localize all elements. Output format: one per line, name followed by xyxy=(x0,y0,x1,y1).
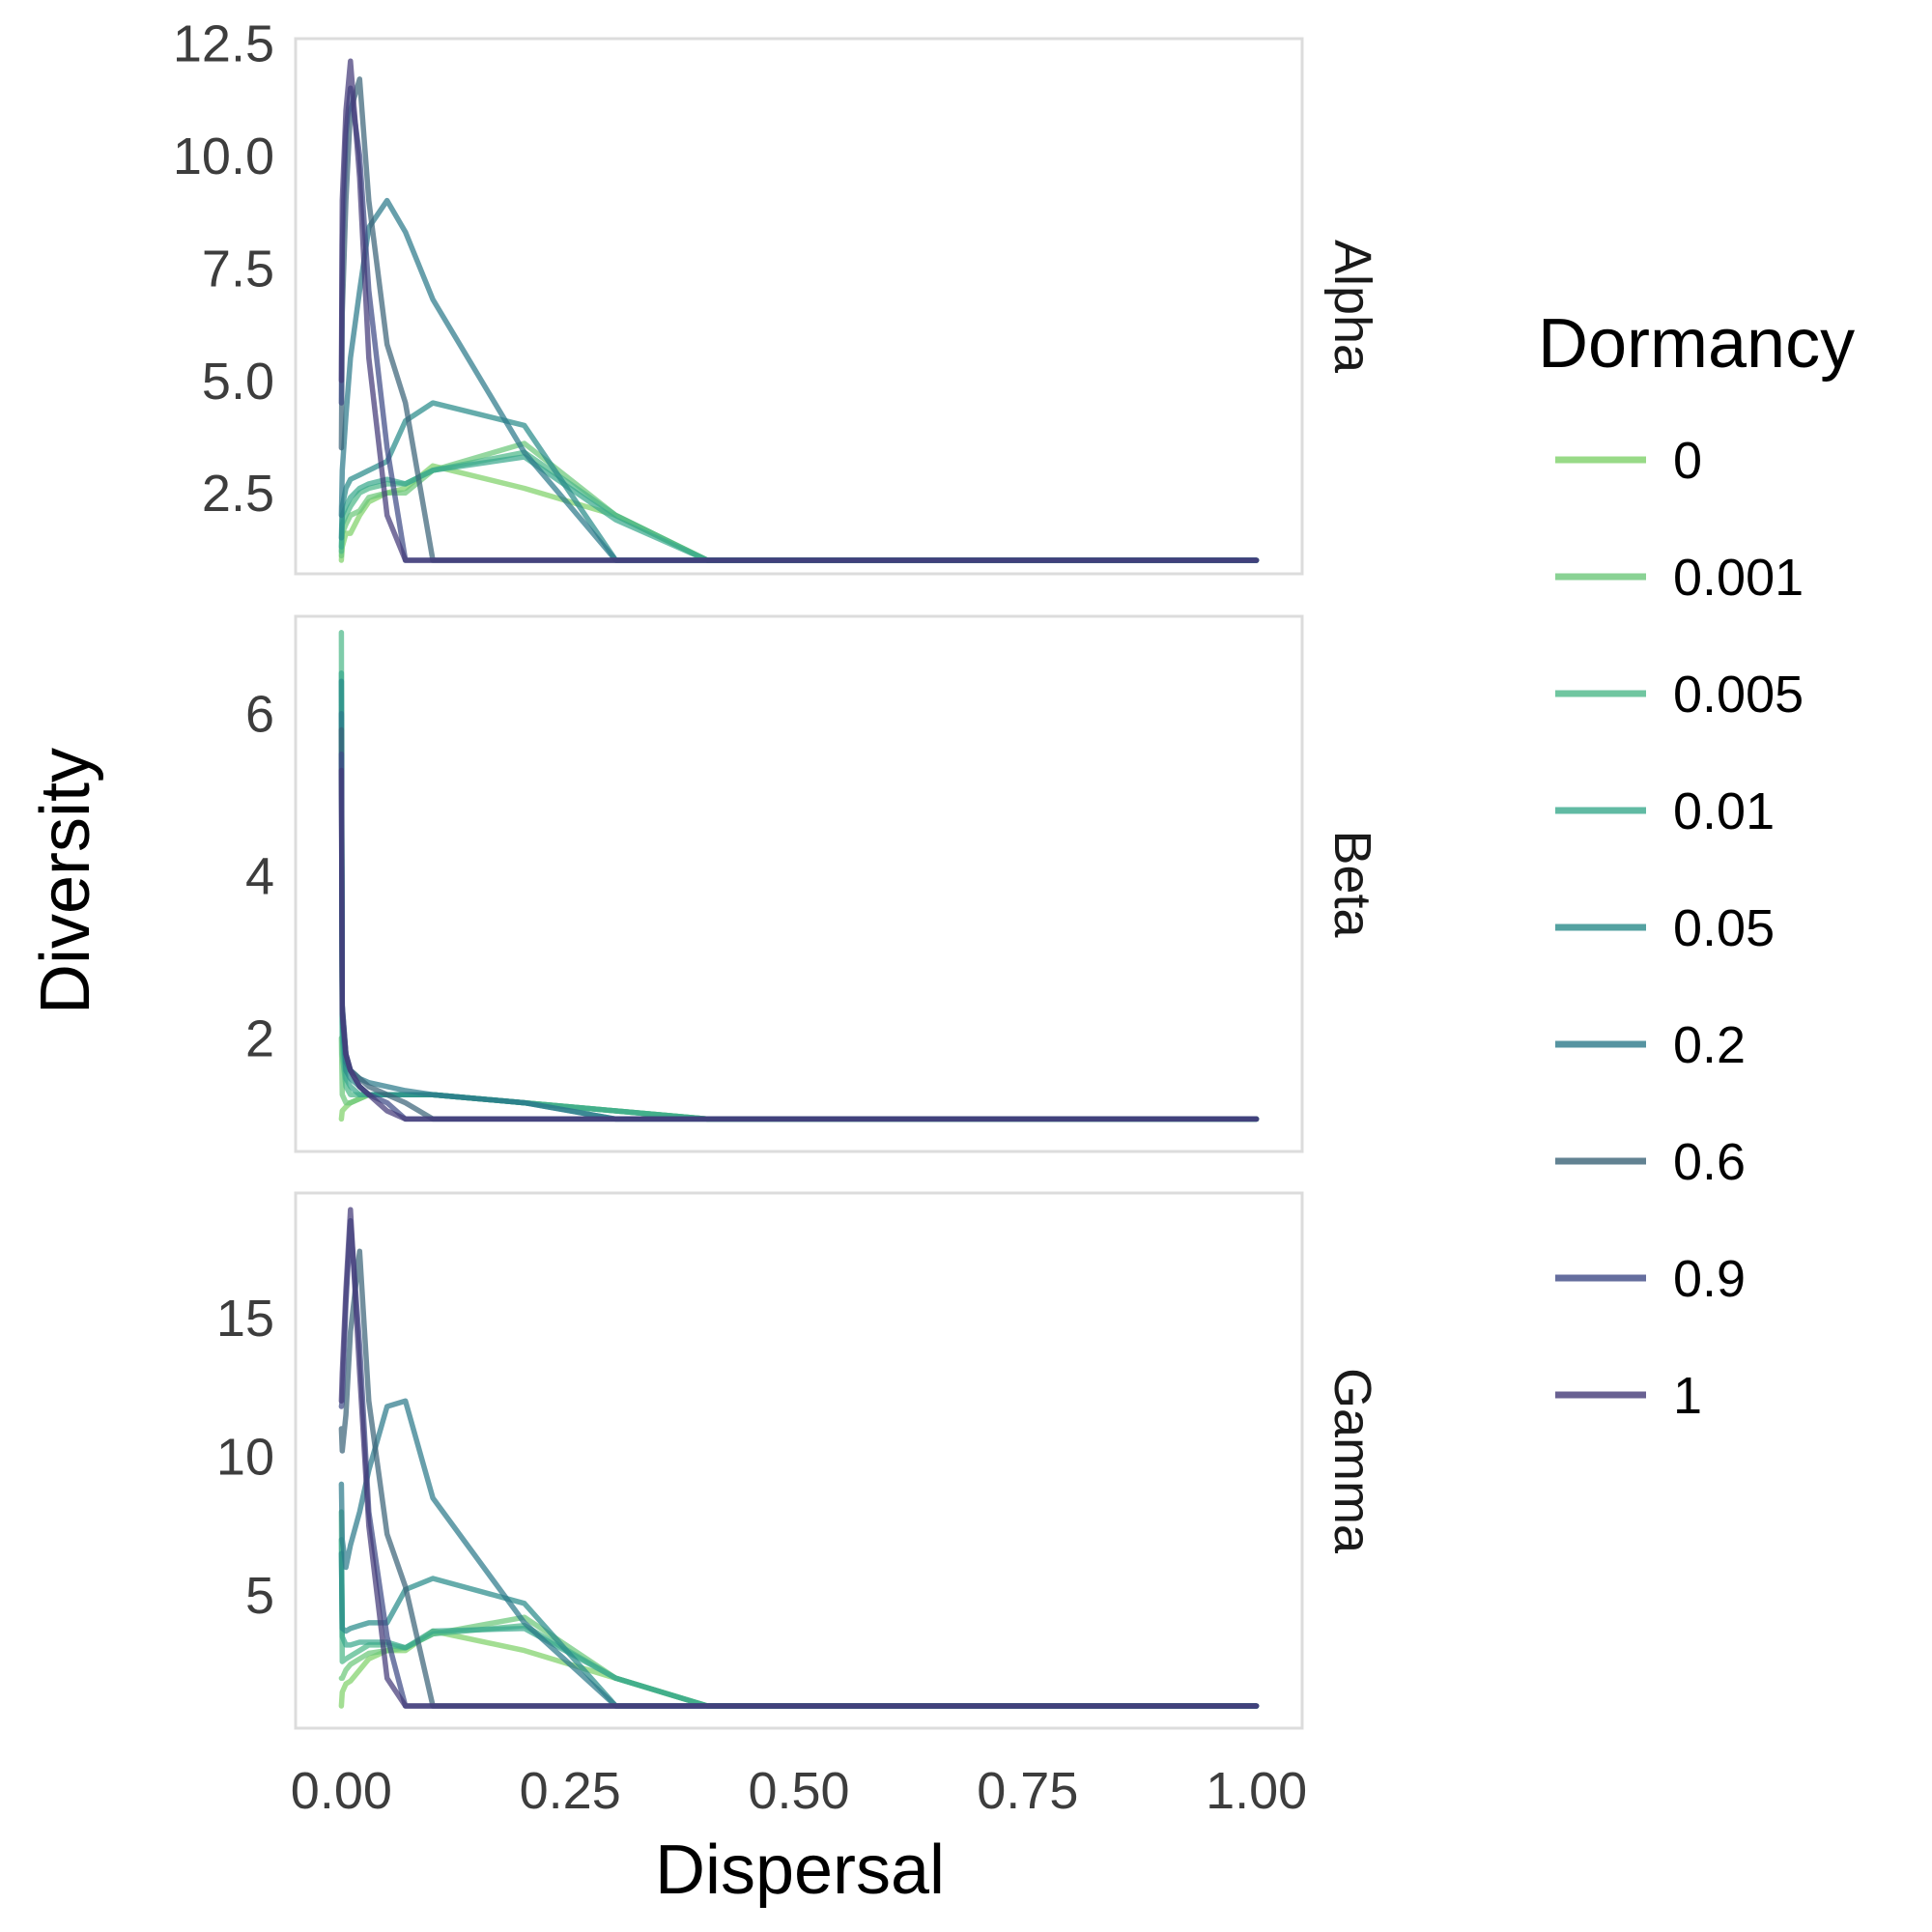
panel-border xyxy=(294,614,1304,1153)
series-line-0.6 xyxy=(338,76,1260,563)
legend-label: 0.2 xyxy=(1673,1016,1746,1074)
y-tick-label: 5 xyxy=(245,1567,274,1625)
legend-item: 0.01 xyxy=(1555,782,1775,840)
y-tick-label: 10.0 xyxy=(173,128,274,185)
x-tick-label: 0.00 xyxy=(291,1762,392,1820)
y-tick-label: 5.0 xyxy=(202,353,274,411)
series-line-0.2 xyxy=(338,710,1260,1122)
y-tick-label: 12.5 xyxy=(173,15,274,73)
legend-label: 0.001 xyxy=(1673,549,1804,607)
series-line-0.005 xyxy=(338,449,1260,563)
y-tick-label: 15 xyxy=(216,1290,274,1348)
series-line-0.01 xyxy=(338,454,1260,563)
y-tick-label: 10 xyxy=(216,1429,274,1487)
legend-item: 0.001 xyxy=(1555,549,1804,607)
legend-label: 0.9 xyxy=(1673,1250,1746,1308)
x-tick-label: 0.25 xyxy=(520,1762,621,1820)
x-tick-label: 1.00 xyxy=(1206,1762,1307,1820)
legend-item: 0.9 xyxy=(1555,1250,1746,1308)
series-line-0.05 xyxy=(338,400,1260,563)
series-line-0.05 xyxy=(338,678,1260,1122)
series-line-0 xyxy=(338,463,1260,563)
y-tick-label: 2 xyxy=(245,1009,274,1067)
facet-strip-label: Alpha xyxy=(1323,240,1381,374)
series-line-0.01 xyxy=(338,670,1260,1122)
legend-items: 0 0.001 0.005 0.01 0.05 0.2 0.6 0.9 1 xyxy=(1555,432,1804,1425)
series-line-0.001 xyxy=(338,1035,1260,1122)
facet-panels: 2.5 5.0 7.5 10.0 12.5 Alpha 2 4 6 Beta 5 10 15 Gamma xyxy=(173,15,1381,1730)
legend-label: 0.01 xyxy=(1673,782,1775,840)
legend-label: 0.05 xyxy=(1673,899,1775,957)
series-line-0.6 xyxy=(338,726,1260,1122)
legend-label: 0.6 xyxy=(1673,1133,1746,1191)
facet-strip-label: Gamma xyxy=(1323,1368,1381,1554)
legend-item: 1 xyxy=(1555,1367,1702,1425)
panel-alpha: 2.5 5.0 7.5 10.0 12.5 Alpha xyxy=(173,15,1381,576)
series-line-0 xyxy=(338,1628,1260,1709)
panel-gamma: 5 10 15 Gamma xyxy=(216,1191,1381,1730)
series-line-0.2 xyxy=(338,197,1260,563)
series-line-0.9 xyxy=(338,751,1260,1122)
y-tick-label: 7.5 xyxy=(202,240,274,298)
y-tick-label: 6 xyxy=(245,686,274,744)
legend-item: 0.005 xyxy=(1555,666,1804,724)
legend-item: 0 xyxy=(1555,432,1702,490)
y-axis-title: Diversity xyxy=(27,748,104,1014)
legend-title: Dormancy xyxy=(1538,305,1855,383)
series-line-0.9 xyxy=(338,85,1260,563)
legend-label: 0.005 xyxy=(1673,666,1804,724)
y-tick-label: 2.5 xyxy=(202,465,274,523)
legend-item: 0.2 xyxy=(1555,1016,1746,1074)
panel-border xyxy=(294,1191,1304,1730)
facet-strip-label: Beta xyxy=(1323,830,1381,938)
series-line-0.005 xyxy=(338,630,1260,1122)
panel-beta: 2 4 6 Beta xyxy=(245,614,1381,1153)
series-line-0.6 xyxy=(338,1248,1260,1709)
legend-label: 1 xyxy=(1673,1367,1702,1425)
x-axis-title: Dispersal xyxy=(655,1832,945,1909)
x-tick-label: 0.50 xyxy=(748,1762,849,1820)
x-tick-label: 0.75 xyxy=(977,1762,1078,1820)
series-line-0.9 xyxy=(338,1217,1260,1709)
legend-item: 0.05 xyxy=(1555,899,1775,957)
series-line-1 xyxy=(338,58,1260,563)
series-line-0.2 xyxy=(338,1398,1260,1709)
x-axis: 0.00 0.25 0.50 0.75 1.00 xyxy=(291,1762,1307,1820)
y-tick-label: 4 xyxy=(245,848,274,906)
legend-item: 0.6 xyxy=(1555,1133,1746,1191)
legend-label: 0 xyxy=(1673,432,1702,490)
series-line-1 xyxy=(338,1207,1260,1709)
series-line-1 xyxy=(338,767,1260,1122)
panel-border xyxy=(294,37,1304,576)
series-line-0.005 xyxy=(338,1509,1260,1709)
legend: Dormancy 0 0.001 0.005 0.01 0.05 0.2 0.6 0.9 1 xyxy=(1538,305,1855,1425)
